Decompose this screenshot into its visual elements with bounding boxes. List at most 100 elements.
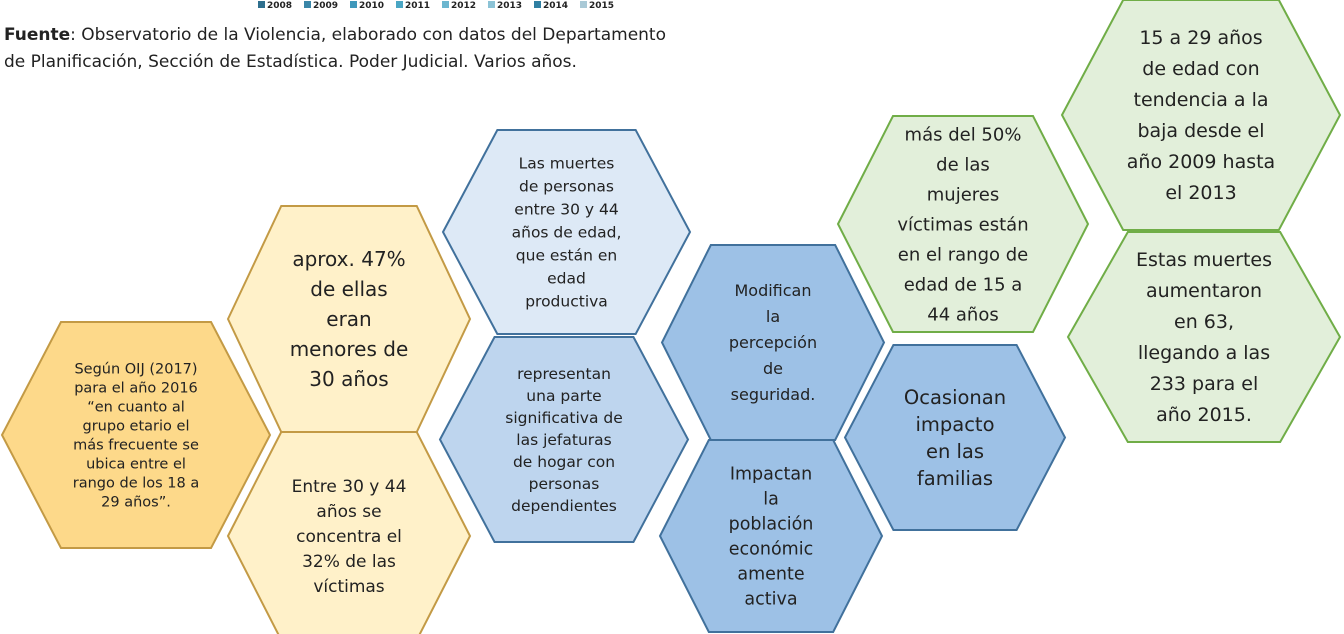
hexagon-node: Entre 30 y 44 años se concentra el 32% de l… [226,431,472,634]
node-text-line: de [763,359,783,378]
node-text-line: dependientes [511,497,617,515]
legend-swatch [396,1,403,8]
node-text-line: de hogar con [513,453,615,471]
source-line: : Observatorio de la Violencia, elaborad… [70,25,666,45]
hexagon [226,431,472,634]
node-text-line: aumentaron [1146,280,1262,302]
node-text-line: año 2009 hasta [1127,151,1275,173]
node-text-line: de las [936,154,990,175]
hexagon-node: Estas muertes aumentaron en 63, llegando a … [1066,231,1342,443]
node-text-line: en las [926,440,984,463]
node-text-line: ubica entre el [86,457,186,473]
node-text-line: significativa de [505,409,623,427]
node-text-line: activa [744,590,797,610]
node-text-line: grupo etario el [83,419,190,435]
hexagon [1066,231,1342,443]
node-text-line: más frecuente se [73,438,199,454]
node-text-line: rango de los 18 a [73,476,199,492]
legend-swatch [442,1,449,8]
node-text-line: económic [729,540,813,560]
hexagon-node: Según OIJ (2017) para el año 2016 “en cuan… [0,321,272,549]
node-text-line: baja desde el [1137,120,1264,142]
hexagon [843,344,1067,531]
legend-label: 2010 [359,1,384,11]
node-text-line: las jefaturas [516,431,611,449]
node-text-line: Estas muertes [1136,249,1272,271]
legend-label: 2008 [267,1,292,11]
legend-swatch [304,1,311,8]
hexagon [1060,0,1342,231]
hexagon-node: Las muertes de personas entre 30 y 44 años … [441,129,692,335]
node-text-line: edad de 15 a [904,274,1023,295]
node-text-line: menores de [290,337,409,361]
node-text-line: amente [737,565,804,585]
hexagon-node: 15 a 29 años de edad con tendencia a la baj… [1060,0,1342,231]
source-line: de Planificación, Sección de Estadística… [4,52,577,72]
hexagon [438,336,690,543]
legend-label: 2009 [313,1,338,11]
legend-swatch [534,1,541,8]
node-text-line: Impactan [730,465,812,485]
node-text-line: Según OIJ (2017) [74,362,197,378]
node-text-line: familias [917,467,993,490]
node-text-line: mujeres [927,184,999,205]
hexagon-node: Impactan la población económic amente activa [658,439,884,633]
node-text-line: en el rango de [898,244,1029,265]
node-text-line: la [766,307,780,326]
node-text-line: 30 años [309,367,388,391]
hexagon-node: Ocasionan impacto en las familias [843,344,1067,531]
node-text-line: 29 años”. [101,495,171,511]
legend-label: 2014 [543,1,568,11]
node-text-line: víctimas están [897,214,1028,235]
hexagon [836,115,1090,333]
node-text-line: Las muertes [519,154,615,172]
node-text-line: el 2013 [1165,182,1236,204]
node-text-line: años se [316,502,381,522]
legend-swatch [488,1,495,8]
node-text-line: más del 50% [905,124,1022,145]
legend-swatch [580,1,587,8]
node-text-line: concentra el [296,527,402,547]
node-text-line: 233 para el [1150,373,1258,395]
node-text-line: tendencia a la [1134,89,1269,111]
legend: 2008 2009 2010 2011 2012 2013 2014 2015 [258,1,614,11]
source-text: Fuente: Observatorio de la Violencia, el… [4,25,666,45]
legend-label: 2015 [589,1,614,11]
node-text-line: años de edad, [512,223,622,241]
node-text-line: población [729,515,814,535]
node-text-line: 44 años [927,304,998,325]
node-text-line: “en cuanto al [87,400,185,416]
node-text-line: año 2015. [1156,404,1252,426]
hexagon-node: aprox. 47% de ellas eran menores de 30 años [226,205,472,433]
node-text-line: para el año 2016 [74,381,198,397]
node-text-line: personas [529,475,600,493]
node-text-line: la [763,490,779,510]
node-text-line: de ellas [310,277,387,301]
node-text-line: Entre 30 y 44 [292,477,407,497]
hexagon-node: más del 50% de las mujeres víctimas están en… [836,115,1090,333]
node-text-line: una parte [526,387,601,405]
node-text-line: 32% de las [302,552,396,572]
legend-swatch [350,1,357,8]
node-text-line: productiva [525,292,608,310]
node-text-line: aprox. 47% [292,247,405,271]
node-text-line: Ocasionan [904,386,1006,409]
node-text-line: de personas [519,177,614,195]
node-text-line: en 63, [1174,311,1234,333]
node-text-line: Modifican [734,281,811,300]
node-text-line: 15 a 29 años [1139,27,1262,49]
source-label: Fuente [4,25,70,45]
node-text-line: eran [326,307,371,331]
hexagon [658,439,884,633]
node-text-line: entre 30 y 44 [514,200,618,218]
node-text-line: llegando a las [1138,342,1270,364]
node-text-line: representan [517,365,611,383]
node-text-line: percepción [729,333,817,352]
node-text-line: que están en [516,246,617,264]
node-text-line: edad [547,269,586,287]
hexagon [441,129,692,335]
legend-label: 2012 [451,1,476,11]
legend-swatch [258,1,265,8]
